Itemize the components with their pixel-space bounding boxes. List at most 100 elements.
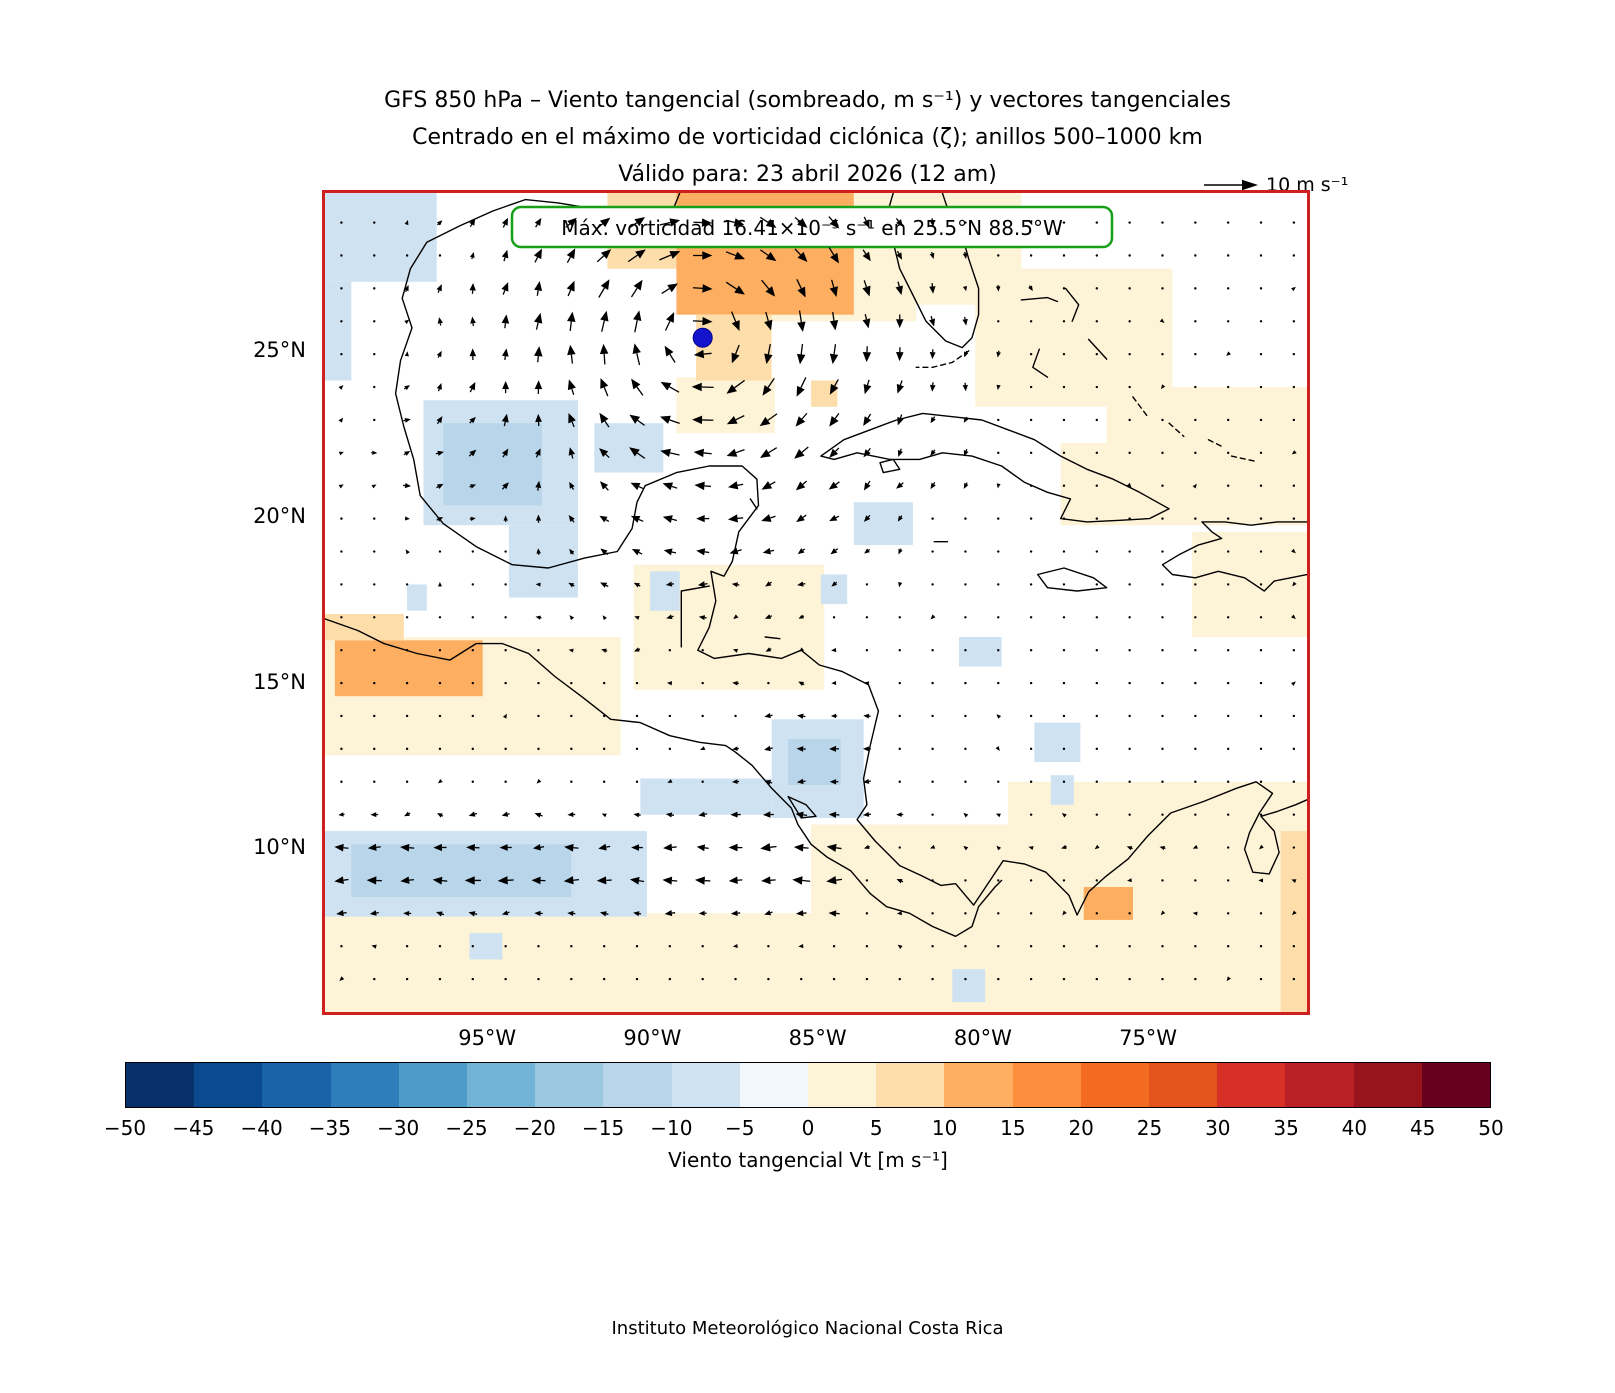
- wind-arrow: [600, 548, 608, 556]
- wind-arrow: [862, 285, 871, 297]
- wind-dot: [1259, 418, 1263, 422]
- wind-arrow-shaft: [863, 216, 867, 222]
- wind-arrow-shaft: [737, 517, 744, 520]
- wind-arrow: [762, 547, 772, 555]
- colorbar-cell: [467, 1063, 536, 1107]
- wind-arrow-shaft: [832, 311, 835, 321]
- wind-arrow-shaft: [597, 223, 604, 229]
- wind-dot: [373, 681, 376, 685]
- shaded-region: [469, 933, 503, 960]
- wind-arrow: [567, 217, 577, 227]
- wind-arrow: [761, 514, 772, 522]
- wind-arrow-shaft: [770, 515, 776, 519]
- wind-dot: [602, 945, 606, 948]
- wind-dot: [405, 780, 409, 783]
- wind-arrow: [372, 450, 378, 455]
- map-canvas: Máx. vorticidad 16.41×10⁻⁵ s⁻¹ en 25.5°N…: [325, 193, 1307, 1012]
- colorbar-cell: [1353, 1063, 1422, 1107]
- wind-arrow: [702, 317, 713, 326]
- wind-arrow: [432, 876, 443, 885]
- wind-arrow: [665, 812, 673, 818]
- wind-dot: [635, 780, 639, 783]
- wind-arrow: [1291, 681, 1296, 686]
- wind-arrow-shaft: [474, 913, 478, 915]
- wind-arrow-shaft: [692, 287, 703, 290]
- wind-dot: [340, 352, 343, 356]
- wind-dot: [340, 747, 343, 751]
- wind-dot: [1194, 616, 1197, 619]
- wind-dot: [1226, 945, 1230, 948]
- wind-arrow-shaft: [535, 454, 539, 458]
- wind-dot: [537, 945, 540, 948]
- wind-dot: [570, 945, 573, 948]
- wind-arrow: [567, 379, 576, 391]
- wind-arrow: [765, 286, 776, 297]
- quiver-key-arrow-icon: [1204, 179, 1258, 191]
- max-vorticity-annotation-box: [510, 205, 1114, 249]
- wind-dot: [1194, 648, 1197, 652]
- wind-dot: [832, 616, 836, 619]
- wind-arrow: [633, 279, 643, 291]
- wind-dot: [1259, 977, 1263, 981]
- wind-arrow: [798, 943, 804, 949]
- wind-arrow: [929, 220, 936, 227]
- wind-dot: [1062, 484, 1066, 487]
- wind-arrow: [534, 910, 541, 917]
- coastline-lake-nicaragua: [787, 795, 817, 819]
- wind-arrow: [963, 482, 969, 489]
- wind-dot: [1259, 451, 1263, 455]
- wind-arrow: [765, 581, 772, 587]
- wind-arrow-shaft: [770, 781, 773, 784]
- wind-arrow-shaft: [403, 387, 406, 390]
- wind-arrow: [599, 481, 609, 490]
- coastline-eleuthera: [1087, 338, 1108, 360]
- y-tick-label: 10°N: [253, 835, 306, 860]
- wind-dot: [997, 945, 1000, 948]
- wind-dot: [1062, 747, 1066, 751]
- wind-dot: [537, 714, 540, 718]
- wind-arrow-shaft: [437, 388, 440, 392]
- wind-arrow: [660, 381, 672, 391]
- wind-arrow-shaft: [800, 377, 807, 389]
- wind-dot: [1029, 813, 1033, 816]
- wind-arrow: [795, 416, 806, 427]
- wind-dot: [898, 977, 901, 981]
- wind-arrow: [765, 251, 777, 262]
- wind-dot: [1029, 484, 1033, 487]
- wind-arrow: [963, 450, 969, 457]
- colorbar-tick-label: −15: [581, 1116, 625, 1140]
- wind-arrow: [599, 217, 611, 228]
- wind-arrow: [795, 811, 804, 819]
- wind-arrow: [566, 248, 576, 260]
- wind-arrow: [692, 415, 703, 425]
- wind-arrow: [761, 481, 773, 490]
- wind-arrow-shaft: [671, 485, 678, 489]
- wind-dot: [1226, 846, 1230, 849]
- wind-arrow: [732, 943, 738, 948]
- wind-arrow: [404, 417, 411, 423]
- wind-arrow-shaft: [501, 486, 505, 490]
- wind-dot: [471, 977, 474, 981]
- wind-dot: [570, 681, 573, 685]
- wind-arrow: [797, 548, 805, 555]
- wind-dot: [504, 616, 507, 619]
- wind-arrow-shaft: [571, 388, 575, 395]
- wind-dot: [405, 747, 409, 751]
- wind-arrow-shaft: [901, 880, 904, 883]
- wind-arrow: [930, 482, 936, 490]
- wind-arrow: [660, 448, 671, 458]
- wind-arrow: [863, 844, 870, 849]
- wind-arrow-shaft: [834, 379, 839, 387]
- wind-arrow: [996, 845, 1002, 851]
- colorbar-tick-label: 5: [869, 1116, 883, 1140]
- wind-arrow-shaft: [867, 514, 871, 518]
- wind-arrow-shaft: [933, 416, 936, 419]
- wind-dot: [1226, 385, 1230, 389]
- wind-arrow: [1192, 844, 1198, 849]
- wind-dot: [1292, 977, 1296, 981]
- wind-arrow-shaft: [899, 548, 902, 550]
- wind-dot: [1029, 451, 1033, 455]
- wind-dot: [701, 648, 704, 652]
- wind-arrow: [666, 312, 675, 323]
- wind-arrow: [862, 251, 871, 262]
